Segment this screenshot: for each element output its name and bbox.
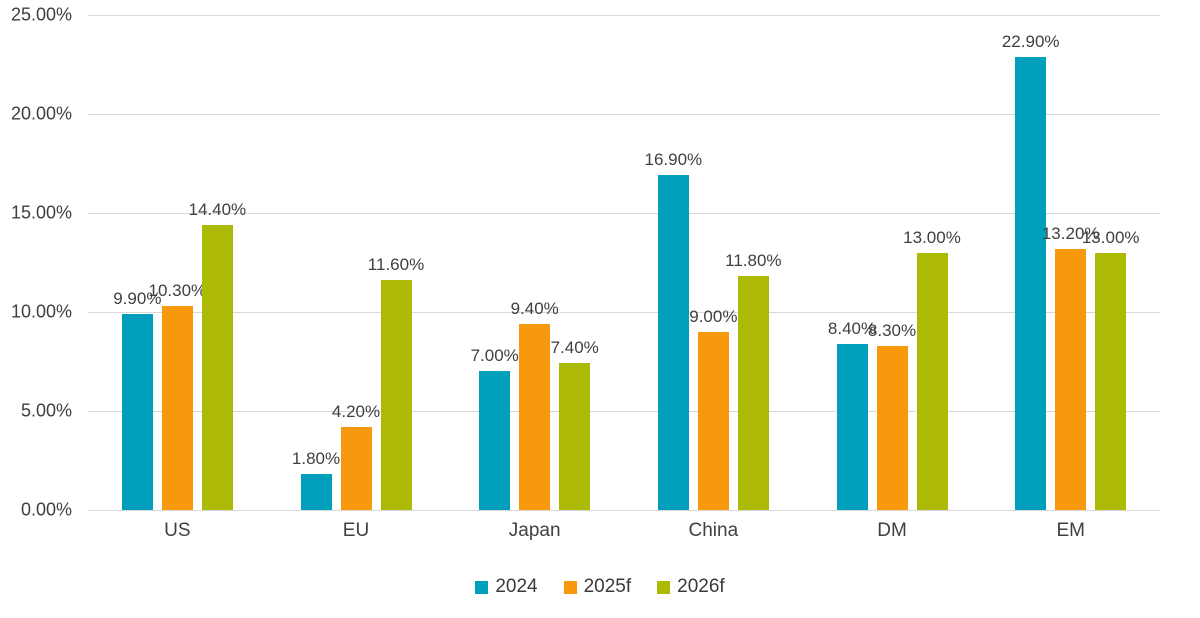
bar-wrap: 13.00% (1082, 228, 1140, 510)
value-label: 13.20% (1041, 223, 1100, 243)
bar-2025f (161, 306, 193, 510)
bar-2026f (916, 252, 948, 510)
legend-label: 2026f (677, 576, 725, 597)
value-label: 7.00% (470, 346, 519, 366)
gridline (88, 411, 1160, 412)
bar-2026f (737, 276, 769, 510)
bar-wrap: 8.40% (828, 319, 876, 510)
legend-label: 2025f (583, 576, 632, 597)
value-label: 4.20% (331, 401, 381, 421)
y-tick-label: 15.00% (10, 202, 72, 223)
bar-2024 (479, 371, 511, 510)
bar-2024 (121, 313, 153, 510)
bar-wrap: 11.80% (725, 251, 782, 510)
value-label: 9.90% (113, 288, 162, 308)
bar-wrap: 11.60% (368, 255, 424, 510)
bar-group: 7.00% 9.40% 7.40% (445, 15, 624, 510)
y-tick-label: 5.00% (20, 400, 72, 421)
gridline (88, 213, 1160, 214)
legend-item: 2025f (563, 576, 632, 598)
x-tick-label: EU (342, 520, 370, 541)
bar-wrap: 7.00% (471, 346, 519, 510)
x-tick-label: Japan (508, 520, 561, 541)
bar-wrap: 22.90% (1002, 32, 1060, 510)
plot-groups: 9.90% 10.30% 14.40% 1.80% 4.20% 11.60% 7.00% 9.… (88, 15, 1160, 510)
bar-group: 9.90% 10.30% 14.40% (88, 15, 267, 510)
bar-2025f (1055, 248, 1087, 510)
bar-wrap: 4.20% (332, 402, 380, 510)
legend-swatch (657, 580, 671, 594)
y-tick-label: 0.00% (20, 499, 72, 520)
y-tick-label: 20.00% (10, 103, 72, 124)
bar-2025f (340, 426, 372, 510)
bar-2026f (559, 363, 591, 510)
value-label: 8.40% (827, 318, 877, 338)
value-label: 1.80% (291, 449, 341, 469)
x-tick-label: US (164, 520, 191, 541)
legend-item: 2024 (475, 576, 538, 598)
x-tick-label: EM (1056, 520, 1085, 541)
bar-2025f (697, 331, 729, 510)
bar-group: 22.90% 13.20% 13.00% (981, 15, 1160, 510)
bar-2024 (1015, 56, 1047, 510)
bar-wrap: 14.40% (188, 200, 246, 510)
bar-wrap: 7.40% (551, 338, 599, 510)
y-tick-label: 10.00% (10, 301, 72, 322)
value-label: 22.90% (1001, 31, 1060, 51)
value-label: 13.00% (903, 227, 961, 247)
plot-area: 9.90% 10.30% 14.40% 1.80% 4.20% 11.60% 7.00% 9.… (88, 15, 1160, 511)
legend-swatch (563, 580, 577, 594)
legend: 2024 2025f 2026f (0, 576, 1200, 598)
bar-2024 (300, 474, 332, 510)
x-tick-label: DM (877, 520, 907, 541)
bar-2025f (876, 345, 908, 510)
value-label: 8.30% (867, 320, 917, 340)
bar-2026f (380, 280, 412, 510)
x-axis: US EU Japan China DM EM (88, 520, 1160, 542)
legend-item: 2026f (657, 576, 725, 598)
value-label: 9.40% (510, 298, 559, 318)
value-label: 9.00% (689, 306, 738, 326)
legend-swatch (475, 580, 489, 594)
bar-wrap: 9.00% (689, 307, 737, 510)
bar-wrap: 13.20% (1042, 224, 1100, 510)
gridline (88, 510, 1160, 511)
gridline (88, 15, 1160, 16)
bar-wrap: 16.90% (645, 150, 702, 510)
bar-2025f (519, 323, 551, 510)
value-label: 11.80% (725, 251, 782, 271)
bar-2024 (657, 175, 689, 510)
bar-group: 16.90% 9.00% 11.80% (624, 15, 803, 510)
bar-wrap: 9.90% (113, 289, 161, 510)
gridline (88, 114, 1160, 115)
bar-2026f (1095, 252, 1127, 510)
x-tick-label: China (688, 520, 739, 541)
value-label: 13.00% (1081, 227, 1140, 247)
y-tick-label: 25.00% (10, 4, 72, 25)
value-label: 16.90% (644, 150, 703, 170)
bar-group: 8.40% 8.30% 13.00% (803, 15, 982, 510)
bar-wrap: 8.30% (868, 321, 916, 510)
value-label: 7.40% (550, 338, 599, 358)
legend-label: 2024 (495, 576, 538, 597)
gridline (88, 312, 1160, 313)
bar-wrap: 13.00% (903, 228, 961, 510)
bar-wrap: 10.30% (148, 281, 206, 510)
value-label: 11.60% (367, 255, 425, 275)
bar-2024 (836, 343, 868, 510)
bar-group: 1.80% 4.20% 11.60% (267, 15, 446, 510)
y-axis: 0.00% 5.00% 10.00% 15.00% 20.00% 25.00% (0, 5, 72, 520)
value-label: 10.30% (148, 281, 207, 301)
bar-2026f (201, 224, 233, 510)
bar-wrap: 1.80% (292, 449, 340, 510)
bar-wrap: 9.40% (511, 299, 559, 510)
value-label: 14.40% (188, 199, 247, 219)
